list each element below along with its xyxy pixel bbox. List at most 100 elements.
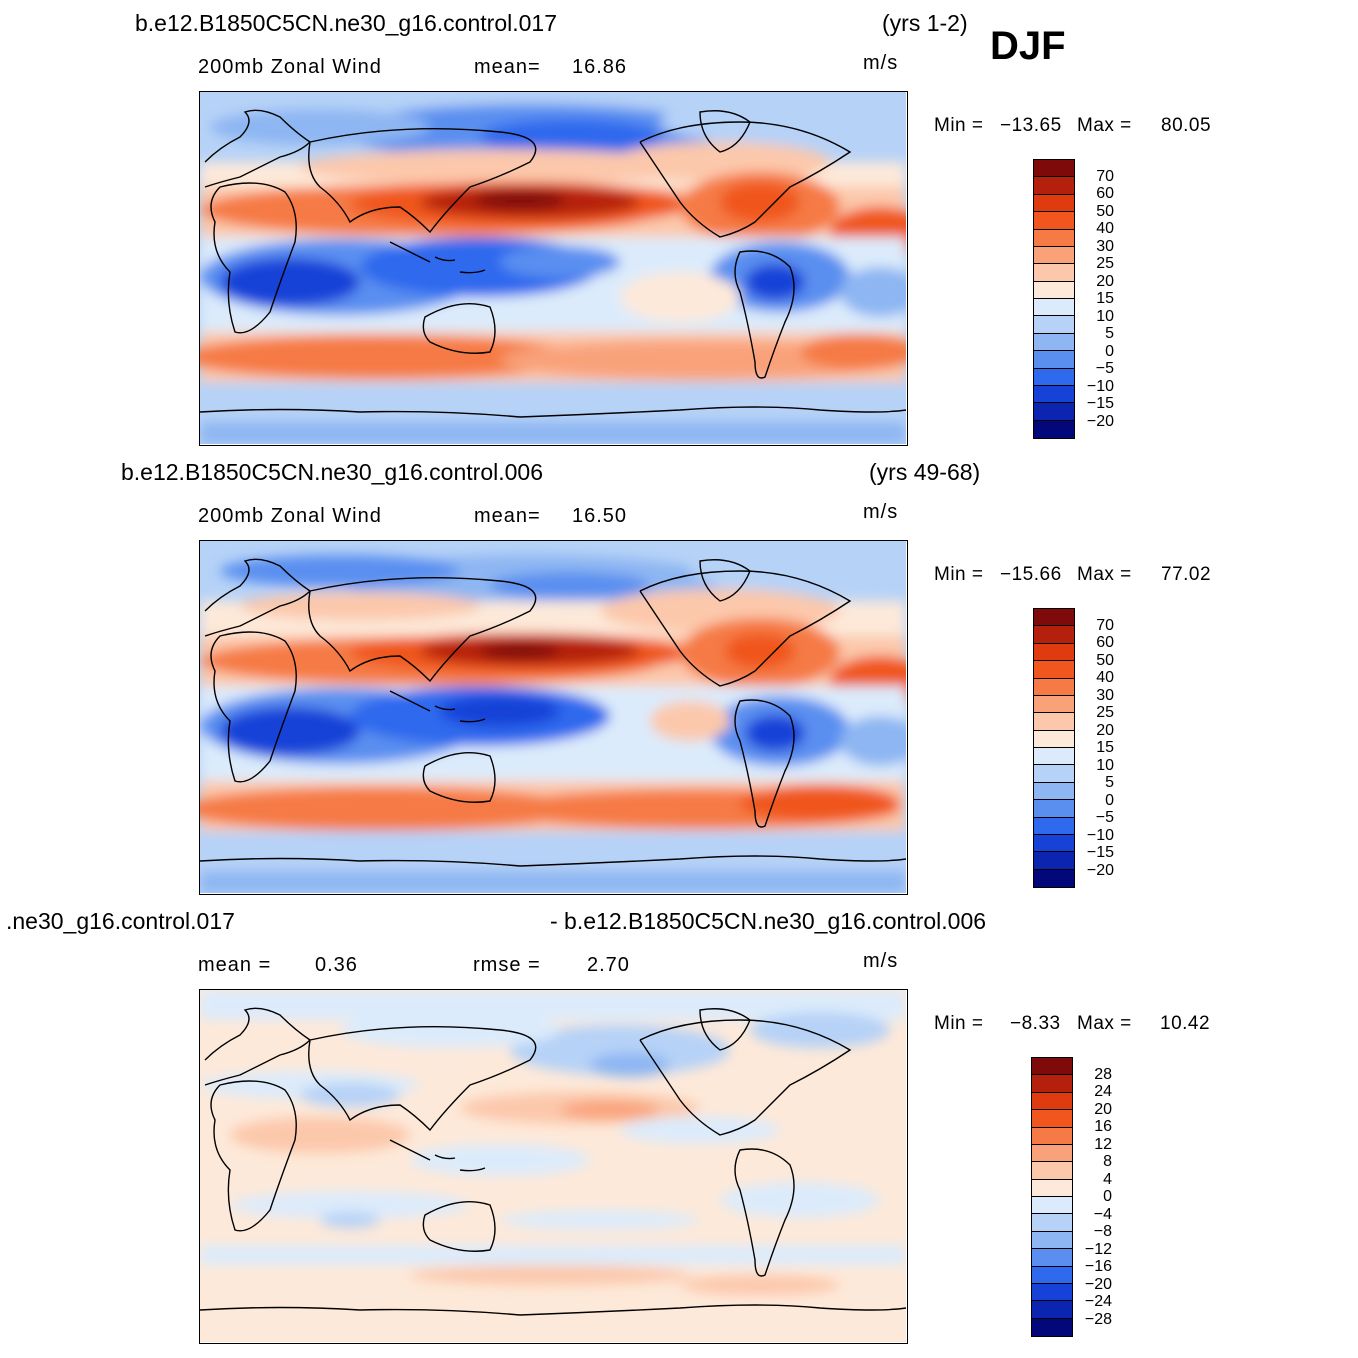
panel1-max-value: 80.05	[1161, 115, 1212, 136]
colorbar-swatch	[1034, 661, 1074, 679]
colorbar-swatch	[1034, 782, 1074, 801]
colorbar-swatch	[1034, 834, 1074, 853]
colorbar-swatch	[1034, 817, 1074, 835]
colorbar-swatch	[1034, 177, 1074, 195]
panel3-max-value: 10.42	[1160, 1013, 1211, 1034]
colorbar-tick-label: 15	[1096, 739, 1114, 756]
colorbar-swatch	[1034, 246, 1074, 265]
colorbar-tick-label: 30	[1096, 237, 1114, 255]
colorbar-tick-label: −10	[1086, 377, 1114, 395]
panel3-map-svg	[200, 990, 906, 1342]
colorbar-tick-label: −20	[1084, 1275, 1112, 1293]
panel3-case-title-left: .ne30_g16.control.017	[6, 908, 235, 934]
colorbar-swatch	[1034, 160, 1074, 178]
colorbar-tick-label: 60	[1096, 634, 1114, 651]
colorbar-swatch	[1034, 281, 1074, 299]
colorbar-tick-label: −5	[1095, 360, 1114, 377]
panel3-coastlines	[200, 1007, 906, 1316]
colorbar-tick-label: 10	[1096, 307, 1114, 325]
colorbar-tick-label: 70	[1096, 616, 1114, 634]
colorbar-tick-label: −20	[1086, 861, 1114, 879]
panel3-rmse-label: rmse =	[473, 954, 541, 976]
panel2-min-value: −15.66	[1000, 564, 1062, 585]
colorbar-swatch	[1034, 333, 1074, 352]
colorbar-swatch	[1032, 1318, 1072, 1336]
colorbar-swatch	[1034, 626, 1074, 644]
colorbar-tick-label: −4	[1093, 1205, 1112, 1223]
colorbar-tick-label: 0	[1105, 342, 1114, 360]
panel1-years: (yrs 1-2)	[882, 10, 968, 36]
colorbar-swatch	[1034, 678, 1074, 696]
panel3-mean-value: 0.36	[315, 954, 358, 976]
colorbar-swatch	[1032, 1266, 1072, 1284]
colorbar-swatch	[1032, 1231, 1072, 1250]
colorbar-swatch	[1034, 765, 1074, 783]
colorbar-tick-label: 50	[1096, 651, 1114, 669]
panel2-mean-label: mean=	[474, 505, 541, 527]
colorbar-tick-label: −20	[1086, 412, 1114, 430]
panel1-coastlines	[200, 109, 906, 418]
panel2-coastlines	[200, 558, 906, 867]
colorbar-swatch	[1034, 264, 1074, 282]
panel1-case-title: b.e12.B1850C5CN.ne30_g16.control.017	[135, 10, 557, 36]
colorbar-swatch	[1034, 695, 1074, 714]
colorbar-swatch	[1034, 403, 1074, 421]
colorbar-swatch	[1034, 800, 1074, 818]
colorbar-swatch	[1032, 1283, 1072, 1302]
colorbar-tick-label: 20	[1096, 272, 1114, 290]
colorbar-swatch	[1032, 1214, 1072, 1232]
colorbar-swatch	[1032, 1075, 1072, 1093]
colorbar-tick-label: 24	[1094, 1083, 1112, 1100]
colorbar-swatch	[1034, 385, 1074, 404]
panel1-max-label: Max =	[1077, 115, 1132, 136]
colorbar-tick-label: −24	[1084, 1293, 1112, 1310]
colorbar-swatch	[1034, 299, 1074, 317]
colorbar-swatch	[1034, 730, 1074, 748]
colorbar-tick-label: 5	[1105, 774, 1114, 791]
colorbar-tick-label: −10	[1086, 826, 1114, 844]
panel1-mean-label: mean=	[474, 56, 541, 78]
panel3-colorbar	[1031, 1057, 1073, 1337]
colorbar-swatch	[1034, 869, 1074, 887]
colorbar-tick-label: 50	[1096, 202, 1114, 220]
panel1-colorbar	[1033, 159, 1075, 439]
panel2-years: (yrs 49-68)	[869, 459, 981, 485]
colorbar-tick-label: 20	[1096, 721, 1114, 739]
panel1-map-svg	[200, 92, 906, 444]
panel1-min-label: Min =	[934, 115, 984, 136]
colorbar-tick-label: 0	[1105, 791, 1114, 809]
colorbar-tick-label: 8	[1103, 1153, 1112, 1170]
panel3-mean-label: mean =	[198, 954, 272, 976]
colorbar-tick-label: 25	[1096, 255, 1114, 272]
colorbar-tick-label: −5	[1095, 809, 1114, 826]
colorbar-tick-label: −16	[1084, 1258, 1112, 1275]
colorbar-tick-label: 25	[1096, 704, 1114, 721]
panel1-variable: 200mb Zonal Wind	[198, 56, 382, 78]
panel1-mean-value: 16.86	[572, 56, 628, 78]
panel3-rmse-value: 2.70	[587, 954, 630, 976]
colorbar-swatch	[1034, 643, 1074, 662]
panel2-variable: 200mb Zonal Wind	[198, 505, 382, 527]
colorbar-swatch	[1032, 1162, 1072, 1180]
colorbar-tick-label: 12	[1094, 1135, 1112, 1153]
colorbar-swatch	[1034, 351, 1074, 369]
colorbar-swatch	[1034, 609, 1074, 627]
season-label: DJF	[990, 24, 1066, 68]
colorbar-swatch	[1032, 1249, 1072, 1267]
panel2-max-value: 77.02	[1161, 564, 1212, 585]
panel3-units: m/s	[863, 950, 899, 972]
panel3-case-title-right: - b.e12.B1850C5CN.ne30_g16.control.006	[550, 908, 987, 934]
colorbar-tick-label: 0	[1103, 1188, 1112, 1205]
colorbar-tick-label: 5	[1105, 325, 1114, 342]
colorbar-swatch	[1034, 194, 1074, 213]
panel3-min-label: Min =	[934, 1013, 984, 1034]
panel1-min-value: −13.65	[1000, 115, 1062, 136]
colorbar-swatch	[1032, 1197, 1072, 1215]
colorbar-tick-label: 70	[1096, 167, 1114, 185]
colorbar-tick-label: −8	[1093, 1223, 1112, 1240]
panel2-colorbar	[1033, 608, 1075, 888]
colorbar-swatch	[1034, 748, 1074, 766]
panel2-min-label: Min =	[934, 564, 984, 585]
colorbar-swatch	[1034, 229, 1074, 247]
colorbar-tick-label: 30	[1096, 686, 1114, 704]
